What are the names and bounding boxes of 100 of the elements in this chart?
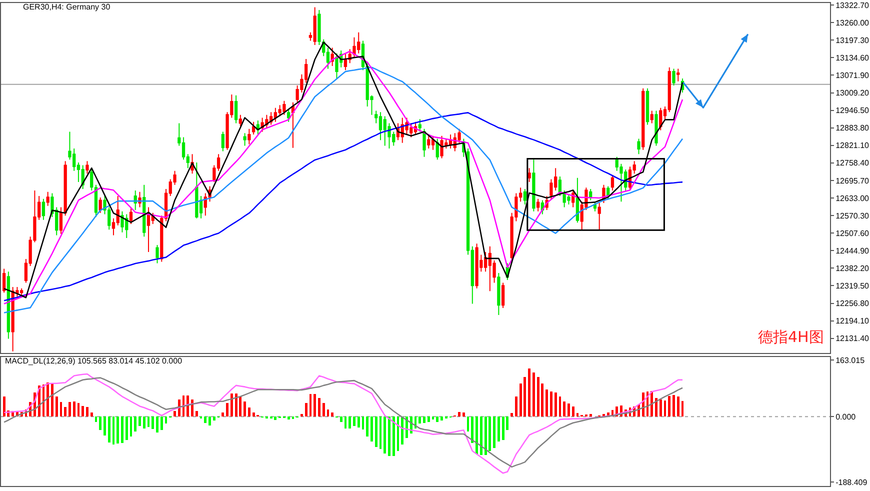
bar	[287, 416, 290, 420]
bar	[138, 416, 141, 426]
candlestick	[248, 128, 251, 145]
bar	[568, 403, 570, 417]
candlestick	[567, 194, 570, 205]
bar	[510, 413, 514, 417]
candlestick	[436, 138, 439, 160]
bar	[423, 416, 426, 423]
y-tick-label: 13322.70	[836, 0, 870, 10]
bar	[353, 416, 356, 426]
bar	[212, 416, 216, 420]
candlestick	[2, 268, 6, 294]
bar	[156, 416, 158, 433]
bar	[142, 416, 146, 428]
bar	[174, 410, 176, 417]
candlestick	[291, 102, 295, 148]
candlestick	[676, 68, 680, 82]
candlestick	[418, 118, 422, 132]
bar	[314, 394, 316, 417]
candlestick	[344, 52, 348, 71]
bar	[524, 376, 526, 417]
bar	[90, 412, 93, 417]
bar	[655, 398, 658, 417]
bar	[125, 416, 128, 440]
candlestick	[654, 110, 658, 146]
bar	[528, 368, 531, 417]
line-series	[3, 112, 684, 302]
bar	[440, 416, 443, 420]
bar	[2, 396, 6, 417]
bar	[462, 412, 465, 417]
bar	[55, 396, 58, 417]
bar	[134, 416, 137, 432]
bar	[300, 414, 303, 417]
bar	[480, 416, 482, 455]
bar	[476, 416, 478, 454]
bar	[252, 412, 255, 417]
candlestick	[646, 88, 650, 126]
candlestick	[313, 6, 316, 46]
bar	[418, 416, 422, 424]
y-tick-label: 12194.10	[836, 316, 870, 326]
bar	[104, 416, 106, 436]
bar	[239, 396, 242, 417]
bar	[244, 401, 246, 417]
bar	[427, 416, 430, 422]
y-tick-label: 12570.30	[836, 211, 870, 220]
bar	[99, 416, 102, 430]
y-tick-label: 0.000	[836, 412, 856, 422]
y-tick-label: 12821.10	[836, 141, 870, 150]
bar	[86, 406, 88, 417]
bar	[204, 416, 207, 423]
candlestick	[497, 272, 500, 316]
candlestick	[98, 196, 102, 214]
bar	[160, 416, 163, 430]
bar	[668, 396, 671, 417]
candlestick	[427, 134, 430, 149]
bar	[493, 416, 496, 448]
candlestick	[146, 206, 150, 252]
bar	[659, 400, 662, 417]
bar	[248, 408, 250, 417]
candlestick	[221, 131, 224, 152]
y-tick-label: 12131.40	[836, 334, 870, 344]
candlestick	[234, 94, 238, 124]
bar	[186, 395, 190, 417]
text: 德指4H图	[758, 328, 824, 346]
bar	[572, 406, 574, 417]
candlestick	[536, 198, 540, 212]
bar	[304, 402, 308, 417]
bar	[458, 412, 460, 417]
candlestick	[523, 188, 527, 205]
y-tick-label: 12256.80	[836, 299, 870, 308]
y-tick-label: 12319.50	[836, 282, 870, 291]
candlestick	[475, 243, 478, 289]
candlestick	[129, 206, 133, 225]
candlestick	[440, 135, 444, 159]
y-tick-label: -188.409	[836, 478, 868, 487]
bar	[322, 402, 325, 417]
bar	[401, 416, 404, 444]
bar	[64, 406, 67, 417]
candlestick	[274, 107, 278, 122]
bar	[484, 416, 487, 455]
bar	[195, 410, 198, 417]
y-tick-label: 13260.00	[836, 18, 870, 28]
bar	[68, 402, 71, 417]
bar	[388, 416, 390, 456]
candlestick	[64, 160, 67, 216]
candlestick	[287, 108, 290, 122]
bar	[554, 392, 557, 417]
candlestick	[59, 206, 63, 234]
candlestick	[195, 162, 198, 219]
candlestick	[642, 88, 645, 150]
y-tick-label: 12444.90	[836, 246, 870, 256]
bar	[374, 416, 378, 448]
candlestick	[637, 138, 640, 155]
y-tick-label: 12633.00	[836, 194, 870, 203]
bar	[502, 416, 504, 440]
candlestick	[335, 52, 338, 80]
bar	[514, 396, 518, 417]
candlestick	[46, 191, 50, 206]
bar	[488, 416, 492, 451]
y-tick-label: 12883.80	[836, 124, 870, 133]
